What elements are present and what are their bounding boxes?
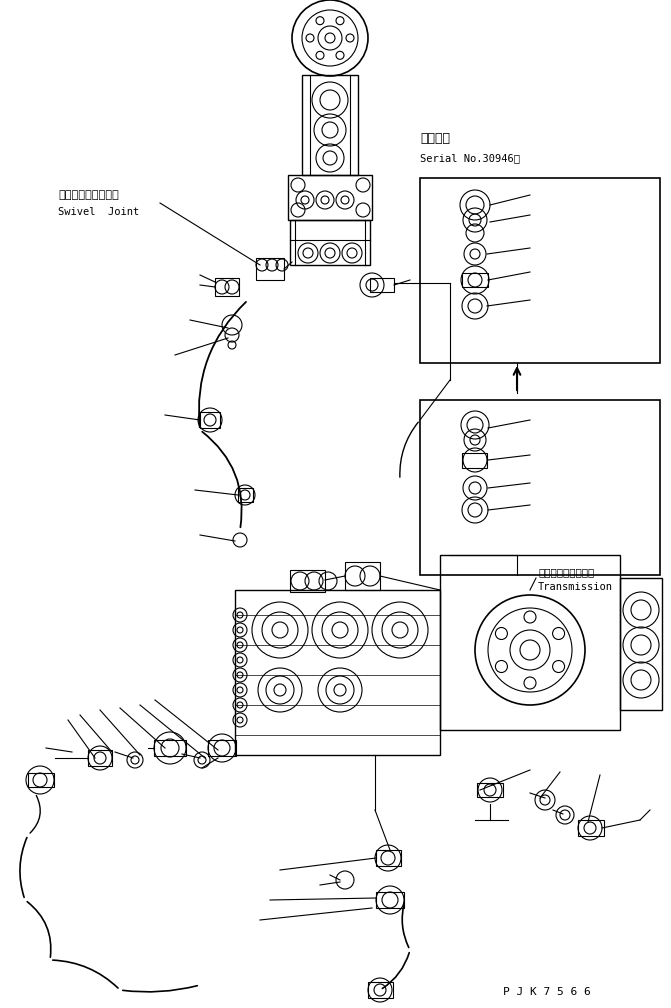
FancyArrowPatch shape: [199, 302, 246, 427]
Text: スイベルジョイント: スイベルジョイント: [58, 190, 119, 200]
FancyArrowPatch shape: [30, 795, 40, 833]
Bar: [215, 278, 239, 296]
Bar: [290, 570, 325, 592]
Text: Transmission: Transmission: [538, 582, 613, 592]
Bar: [368, 982, 393, 998]
Bar: [345, 562, 380, 590]
Bar: [238, 488, 253, 502]
Bar: [290, 220, 370, 265]
FancyArrowPatch shape: [53, 960, 118, 988]
FancyArrowPatch shape: [400, 422, 418, 477]
Bar: [620, 578, 662, 710]
Text: Swivel  Joint: Swivel Joint: [58, 207, 140, 217]
Bar: [208, 740, 236, 756]
Text: Serial No.30946～: Serial No.30946～: [420, 153, 520, 163]
Bar: [440, 555, 620, 730]
Text: トランスミッション: トランスミッション: [538, 566, 595, 577]
Bar: [370, 278, 394, 292]
Bar: [462, 273, 488, 287]
Bar: [154, 740, 186, 756]
Bar: [288, 175, 372, 220]
Bar: [28, 773, 54, 787]
Bar: [235, 590, 440, 755]
Bar: [462, 453, 487, 468]
FancyArrowPatch shape: [202, 431, 242, 527]
FancyArrowPatch shape: [402, 903, 409, 948]
FancyArrowPatch shape: [20, 838, 27, 897]
Bar: [302, 75, 358, 175]
Bar: [477, 783, 503, 797]
Bar: [88, 750, 112, 766]
FancyArrowPatch shape: [28, 902, 51, 958]
Bar: [200, 412, 220, 428]
Bar: [256, 258, 284, 280]
Text: P J K 7 5 6 6: P J K 7 5 6 6: [503, 987, 590, 997]
Bar: [578, 820, 604, 836]
Bar: [420, 400, 660, 575]
Text: 適用号機: 適用号機: [420, 131, 450, 144]
Bar: [376, 892, 404, 908]
FancyArrowPatch shape: [123, 986, 197, 992]
Bar: [420, 178, 660, 363]
Bar: [376, 850, 401, 866]
FancyArrowPatch shape: [382, 953, 409, 989]
